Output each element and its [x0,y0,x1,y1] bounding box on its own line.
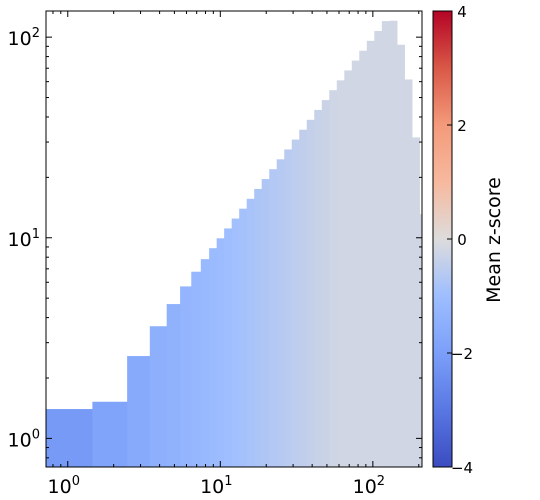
colorbar-label: Mean z-score [483,177,505,303]
colorbar-tick-label: −4 [451,459,473,477]
heatmap-cell [351,60,360,467]
colorbar-tick-label: 4 [457,3,467,21]
heatmap-cell [254,188,263,467]
plot-frame [45,10,423,468]
heatmap-cell [306,119,315,467]
heatmap-cell [224,228,233,467]
heatmap-cell [404,79,413,467]
heatmap-cell [200,259,210,467]
x-tick-label: 100 [48,474,80,498]
heatmap-cells [46,20,422,467]
heatmap-cell [239,208,248,467]
x-axis: 100 101 102 [48,11,420,498]
heatmap-cell [329,90,338,467]
heatmap-cell [344,70,353,467]
heatmap-cell [396,44,405,467]
y-axis: 100 101 102 [8,26,422,459]
heatmap-cell [261,179,270,467]
x-tick-label: 101 [200,474,232,498]
heatmap-cell [411,137,420,467]
heatmap-cell [291,139,300,467]
heatmap-cell [231,218,240,467]
x-tick-label: 102 [353,474,385,498]
heatmap-cell [216,238,225,467]
colorbar-tick-label: −2 [451,345,473,363]
y-tick-label: 102 [8,26,40,50]
heatmap-cell [299,129,308,467]
heatmap-cell [92,401,128,467]
heatmap-cell [209,248,218,467]
heatmap-cell [46,409,93,467]
heatmap-cell [191,271,202,467]
heatmap-cell [419,214,422,467]
heatmap-cell [127,356,151,467]
heatmap-cell [149,326,168,467]
heatmap-cell [359,50,368,467]
heatmap-cell [381,21,390,467]
colorbar-ticks: 4 2 0 −2 −4 [447,3,473,477]
heatmap-cell [389,20,398,467]
heatmap-cell [269,169,278,467]
heatmap-cell [284,149,293,467]
heatmap-cell [321,100,330,467]
y-tick-label: 101 [8,227,40,251]
heatmap-cell [276,159,285,467]
heatmap-cell [166,304,181,467]
heatmap-cell [246,198,255,467]
colorbar-tick-label: 0 [457,231,467,249]
heatmap-cell [366,40,375,467]
heatmap-cell [336,80,345,467]
heatmap-cell [374,30,383,467]
heatmap-cell [314,109,323,467]
heatmap-cell [180,286,192,467]
y-tick-label: 100 [8,427,40,451]
colorbar-tick-label: 2 [457,117,467,135]
